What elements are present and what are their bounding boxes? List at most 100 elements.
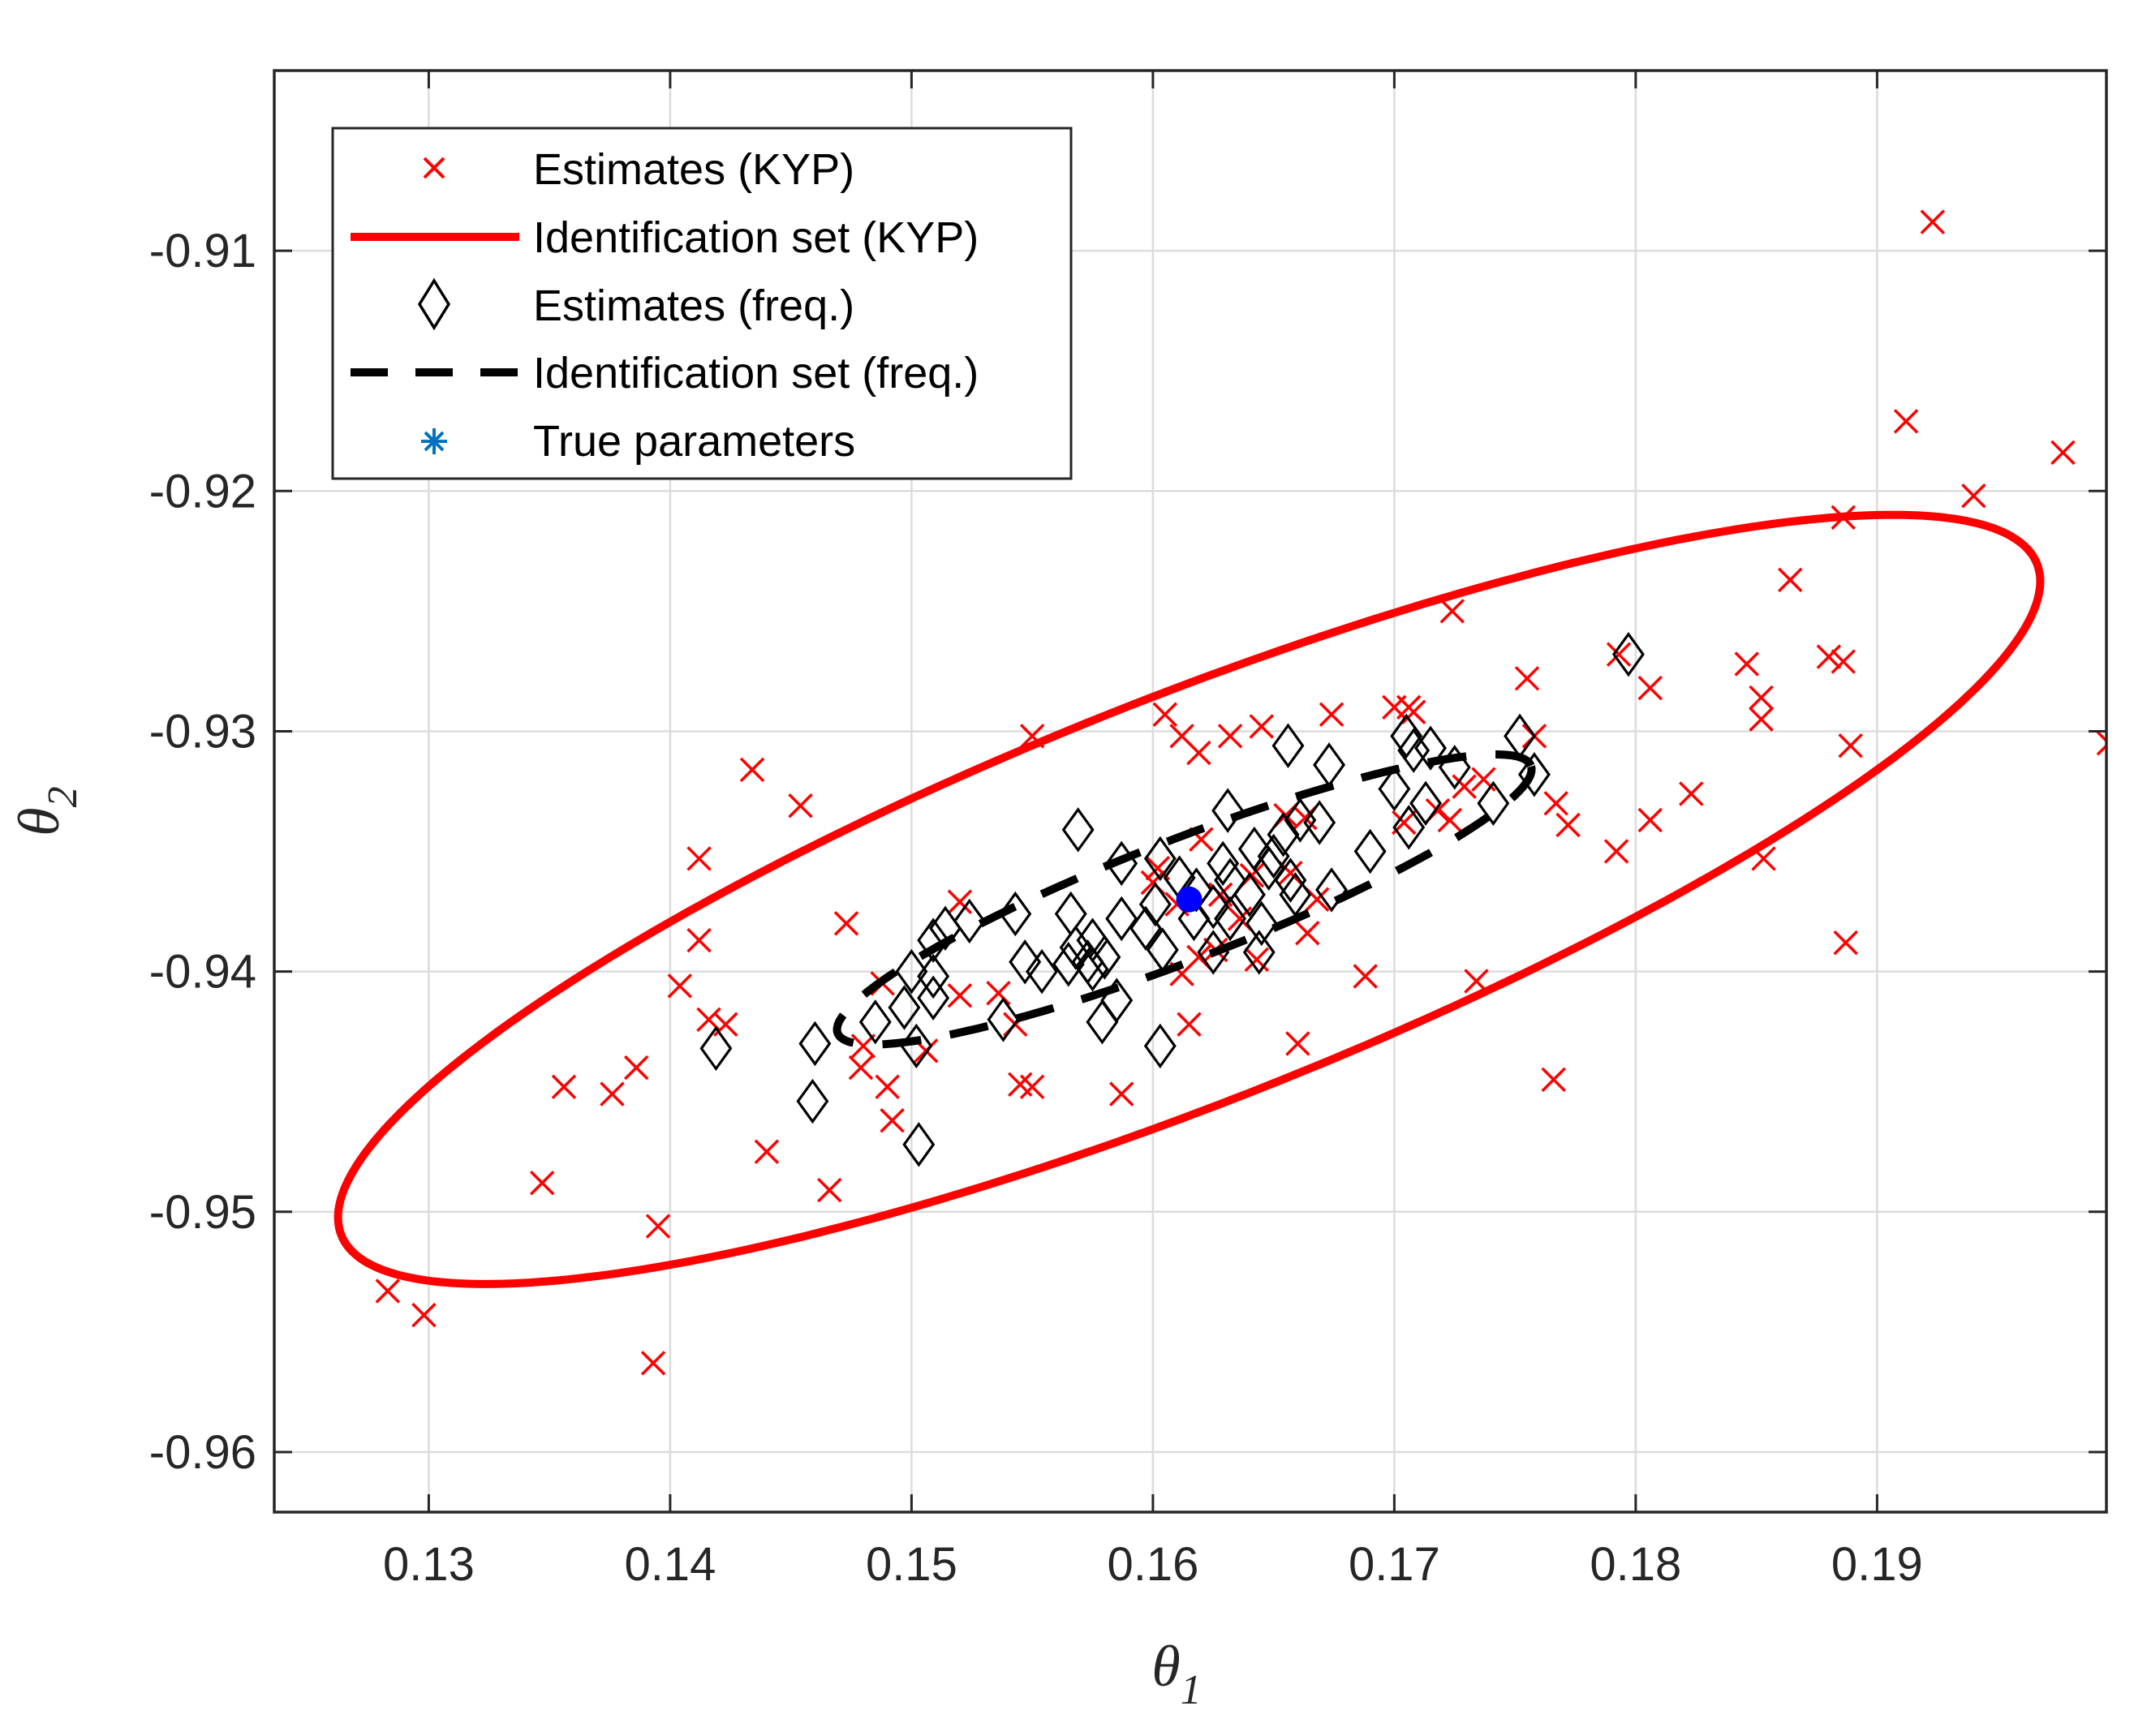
freq-estimate-point bbox=[1197, 883, 1230, 930]
x-marker-stroke bbox=[624, 1055, 649, 1081]
freq-estimate-point bbox=[1105, 896, 1138, 942]
true-parameters-point bbox=[1176, 886, 1203, 913]
kyp-estimate-point bbox=[1249, 714, 1274, 739]
freq-estimate-point bbox=[1271, 723, 1305, 768]
kyp-estimate-point bbox=[1541, 1067, 1566, 1093]
y-tick-label: -0.92 bbox=[149, 465, 256, 518]
x-marker-stroke bbox=[1186, 740, 1211, 766]
freq-estimate-point bbox=[1477, 780, 1510, 827]
x-marker-stroke bbox=[788, 793, 813, 819]
x-marker-stroke bbox=[1734, 651, 1759, 677]
x-marker-stroke bbox=[1831, 649, 1856, 674]
y-axis-label: θ2 bbox=[6, 786, 86, 836]
x-marker-stroke bbox=[1679, 781, 1704, 806]
x-marker-stroke bbox=[1439, 599, 1465, 624]
legend-label: Estimates (freq.) bbox=[533, 281, 854, 330]
freq-estimate-point bbox=[1129, 905, 1162, 952]
y-axis-label-symbol: θ bbox=[6, 807, 71, 836]
x-marker-stroke bbox=[880, 1108, 905, 1133]
x-marker-stroke bbox=[1437, 807, 1463, 833]
kyp-estimate-point bbox=[529, 1171, 555, 1196]
kyp-estimate-point bbox=[1831, 649, 1856, 674]
legend-diamond-marker-icon bbox=[417, 277, 451, 331]
kyp-estimate-point bbox=[1606, 642, 1632, 667]
x-marker-stroke bbox=[1217, 724, 1243, 749]
kyp-estimate-point bbox=[375, 1278, 401, 1304]
x-axis-label: θ1 bbox=[1151, 1634, 1201, 1713]
kyp-estimate-point bbox=[739, 757, 765, 783]
x-marker-stroke bbox=[1961, 483, 1986, 509]
freq-estimate-point bbox=[699, 1025, 733, 1072]
x-marker-stroke bbox=[1177, 1012, 1202, 1038]
freq-estimate-point bbox=[798, 1021, 832, 1067]
freq-estimate-point bbox=[895, 948, 928, 995]
x-marker-stroke bbox=[1452, 774, 1477, 799]
x-marker-stroke bbox=[1555, 812, 1581, 838]
y-tick-label: -0.94 bbox=[149, 946, 256, 999]
x-marker-stroke bbox=[1606, 642, 1632, 667]
x-marker-stroke bbox=[1920, 209, 1946, 234]
freq-estimate-point bbox=[1061, 807, 1095, 853]
x-marker-stroke bbox=[2096, 731, 2106, 743]
x-marker-stroke bbox=[529, 1171, 555, 1196]
kyp-estimate-point bbox=[947, 983, 973, 1008]
kyp-estimate-point bbox=[1816, 644, 1842, 669]
freq-estimate-point bbox=[1052, 942, 1085, 987]
x-marker-stroke bbox=[848, 1055, 874, 1081]
kyp-estimate-point bbox=[1382, 694, 1407, 720]
x-marker-stroke bbox=[1543, 791, 1568, 816]
kyp-estimate-point bbox=[667, 973, 693, 999]
x-marker-stroke bbox=[1637, 675, 1663, 701]
x-tick-label: 0.14 bbox=[624, 1538, 716, 1591]
freq-estimate-point bbox=[1267, 812, 1300, 857]
x-tick-label: 0.13 bbox=[383, 1538, 475, 1591]
y-tick-label: -0.93 bbox=[149, 705, 256, 758]
freq-estimate-point bbox=[1177, 896, 1211, 942]
x-marker-stroke bbox=[850, 1033, 876, 1059]
freq-estimate-point bbox=[1378, 766, 1411, 812]
x-tick-label: 0.15 bbox=[866, 1538, 957, 1591]
kyp-estimate-point bbox=[645, 1214, 671, 1239]
freq-estimate-point bbox=[1211, 788, 1245, 833]
x-marker-stroke bbox=[1603, 839, 1629, 864]
x-marker-stroke bbox=[1471, 767, 1496, 792]
x-marker-stroke bbox=[696, 1007, 721, 1033]
x-marker-stroke bbox=[947, 889, 973, 914]
freq-estimate-point bbox=[858, 999, 892, 1045]
x-marker-stroke bbox=[645, 1214, 671, 1239]
kyp-estimate-point bbox=[686, 927, 712, 953]
kyp-estimate-point bbox=[1514, 666, 1540, 691]
kyp-estimate-point bbox=[848, 1055, 874, 1081]
x-marker-stroke bbox=[2096, 743, 2106, 756]
x-marker-stroke bbox=[1778, 567, 1803, 593]
x-marker-stroke bbox=[1108, 1081, 1134, 1106]
kyp-estimate-point bbox=[833, 911, 859, 936]
x-marker-stroke bbox=[1295, 921, 1320, 946]
x-marker-stroke bbox=[1749, 685, 1774, 711]
y-tick-label: -0.96 bbox=[149, 1426, 256, 1479]
kyp-estimate-point bbox=[411, 1302, 437, 1328]
kyp-estimate-point bbox=[1186, 740, 1211, 766]
x-marker-stroke bbox=[411, 1302, 437, 1328]
freq-estimate-point bbox=[1315, 867, 1349, 913]
kyp-estimate-point bbox=[1439, 599, 1465, 624]
x-marker-stroke bbox=[754, 1139, 780, 1164]
legend-item-identification-set-kyp: Identification set (KYP) bbox=[351, 213, 979, 262]
x-marker-stroke bbox=[551, 1074, 577, 1100]
kyp-estimate-point bbox=[1637, 675, 1663, 701]
x-marker-stroke bbox=[1893, 409, 1919, 434]
x-marker-stroke bbox=[1249, 714, 1274, 739]
kyp-estimate-point bbox=[1778, 567, 1803, 593]
freq-estimate-point bbox=[953, 898, 986, 944]
kyp-estimate-point bbox=[1749, 685, 1774, 711]
kyp-estimate-point bbox=[1734, 651, 1759, 677]
kyp-estimate-point bbox=[1831, 505, 1856, 531]
x-marker-stroke bbox=[1169, 724, 1194, 749]
kyp-estimate-point bbox=[1152, 702, 1178, 727]
kyp-estimate-point bbox=[1961, 483, 1986, 509]
x-marker-stroke bbox=[1244, 947, 1270, 973]
kyp-estimate-point bbox=[1177, 1012, 1202, 1038]
x-marker-stroke bbox=[1749, 707, 1774, 732]
x-marker-stroke bbox=[1169, 961, 1194, 986]
legend-x-marker-icon bbox=[423, 157, 445, 179]
